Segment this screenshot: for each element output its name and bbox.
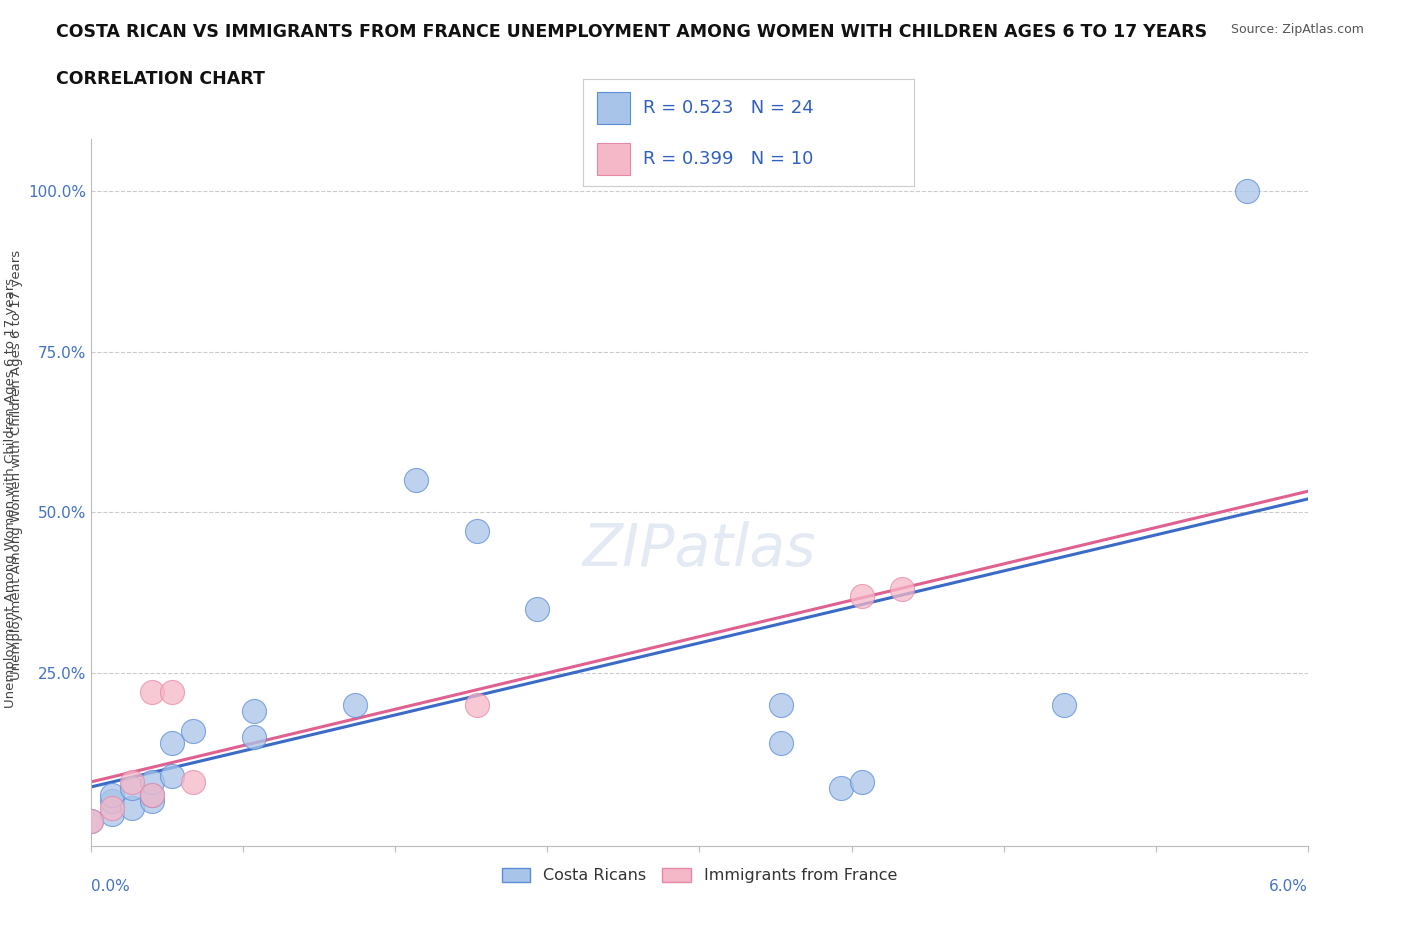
Point: [851, 589, 873, 604]
Point: [100, 788, 122, 803]
FancyBboxPatch shape: [596, 92, 630, 124]
Point: [80, 813, 103, 828]
Text: 0.0%: 0.0%: [91, 879, 131, 894]
Text: R = 0.399   N = 10: R = 0.399 N = 10: [643, 151, 813, 168]
FancyBboxPatch shape: [596, 143, 630, 175]
Text: Unemployment Among Women with Children Ages 6 to 17 years: Unemployment Among Women with Children A…: [10, 250, 24, 680]
Text: COSTA RICAN VS IMMIGRANTS FROM FRANCE UNEMPLOYMENT AMONG WOMEN WITH CHILDREN AGE: COSTA RICAN VS IMMIGRANTS FROM FRANCE UN…: [56, 23, 1208, 41]
Text: R = 0.523   N = 24: R = 0.523 N = 24: [643, 99, 814, 117]
Point: [343, 698, 366, 712]
Point: [141, 788, 163, 803]
Text: Source: ZipAtlas.com: Source: ZipAtlas.com: [1230, 23, 1364, 36]
Point: [121, 801, 143, 816]
Point: [181, 724, 204, 738]
Point: [242, 730, 264, 745]
Point: [162, 768, 184, 783]
Text: ZIPatlas: ZIPatlas: [582, 521, 817, 578]
Point: [769, 736, 792, 751]
Point: [830, 781, 852, 796]
Point: [141, 788, 163, 803]
Point: [891, 582, 914, 597]
Point: [769, 698, 792, 712]
Point: [141, 794, 163, 809]
Point: [80, 813, 103, 828]
Point: [405, 472, 427, 487]
Point: [851, 775, 873, 790]
Point: [100, 794, 122, 809]
Point: [121, 781, 143, 796]
Point: [100, 806, 122, 821]
Point: [465, 524, 488, 538]
Point: [141, 775, 163, 790]
Point: [242, 704, 264, 719]
Point: [1053, 698, 1076, 712]
Legend: Costa Ricans, Immigrants from France: Costa Ricans, Immigrants from France: [494, 859, 905, 891]
Point: [181, 775, 204, 790]
Point: [121, 775, 143, 790]
Point: [141, 684, 163, 699]
Text: CORRELATION CHART: CORRELATION CHART: [56, 70, 266, 87]
Point: [100, 801, 122, 816]
Point: [526, 601, 548, 616]
Y-axis label: Unemployment Among Women with Children Ages 6 to 17 years: Unemployment Among Women with Children A…: [4, 278, 17, 708]
Point: [162, 684, 184, 699]
Text: 6.0%: 6.0%: [1268, 879, 1308, 894]
Point: [162, 736, 184, 751]
Point: [1236, 183, 1258, 198]
Point: [465, 698, 488, 712]
